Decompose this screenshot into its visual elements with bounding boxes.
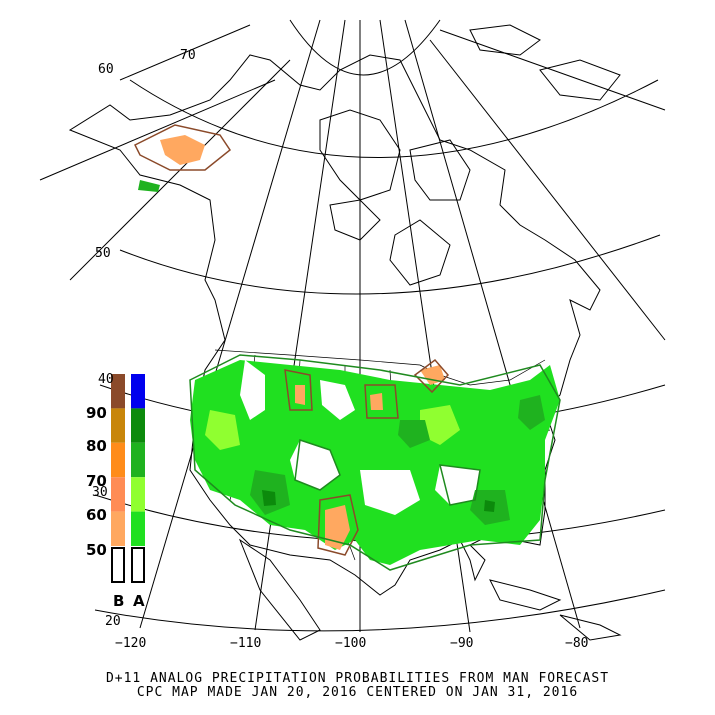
legend-above-swatch-1 (131, 408, 145, 443)
lat-label-70: 70 (180, 48, 196, 63)
lat-60-line (129, 79, 659, 158)
lat-50-line (119, 234, 661, 295)
legend-above-swatch-3 (131, 477, 145, 512)
lon-label-120: −120 (115, 636, 147, 651)
lon-label-110: −110 (230, 636, 262, 651)
lat-label-30: 30 (92, 485, 108, 500)
legend-value-90: 90 (86, 404, 107, 422)
legend-below-label: B (113, 592, 125, 610)
legend-below-swatch-2 (111, 442, 125, 478)
caption-line-1: D+11 ANALOG PRECIPITATION PROBABILITIES … (105, 671, 610, 686)
legend (111, 374, 145, 583)
legend-below-bar (111, 374, 125, 546)
probability-contours (133, 124, 561, 571)
above-normal-areas (138, 180, 560, 565)
legend-value-80: 80 (86, 437, 107, 455)
legend-above-swatch-0 (131, 374, 145, 409)
legend-above-label: A (133, 592, 145, 610)
below-normal-areas (160, 135, 445, 550)
lat-70-line (289, 19, 441, 76)
legend-value-60: 60 (86, 506, 107, 524)
caption-line-2: CPC MAP MADE JAN 20, 2016 CENTERED ON JA… (136, 685, 579, 700)
lat-label-60: 60 (98, 62, 114, 77)
legend-below-swatch-0 (111, 374, 125, 409)
lon-label-90: −90 (450, 636, 474, 651)
lat-label-20: 20 (105, 614, 121, 629)
legend-below-swatch-1 (111, 408, 125, 443)
legend-above-empty-box (131, 547, 145, 583)
lon-label-100: −100 (335, 636, 367, 651)
lon-label-80: −80 (565, 636, 589, 651)
lat-20-line (94, 589, 666, 632)
coastlines (68, 24, 622, 641)
lat-label-50: 50 (95, 246, 111, 261)
legend-below-swatch-3 (111, 477, 125, 512)
lat-label-40: 40 (98, 372, 114, 387)
legend-below-swatch-4 (111, 511, 125, 546)
legend-above-bar (131, 374, 145, 546)
legend-value-70: 70 (86, 472, 107, 490)
legend-above-swatch-4 (131, 511, 145, 546)
legend-below-empty-box (111, 547, 125, 583)
legend-above-swatch-2 (131, 442, 145, 478)
legend-value-50: 50 (86, 541, 107, 559)
